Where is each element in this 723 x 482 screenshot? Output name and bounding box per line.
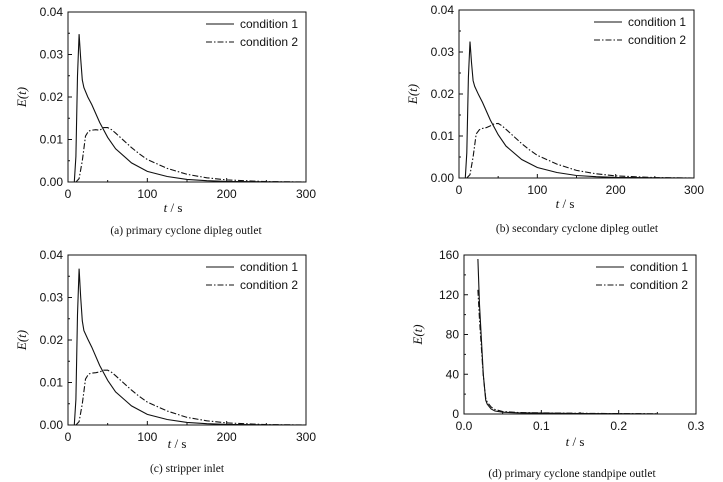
y-tick-label: 0.00 (40, 418, 64, 432)
y-tick-label: 0.02 (40, 333, 64, 347)
y-tick-label: 0.01 (431, 129, 455, 143)
y-tick-label: 0.03 (40, 48, 64, 62)
x-tick-label: 200 (217, 187, 237, 201)
y-tick-label: 40 (446, 367, 460, 381)
x-tick-label: 0 (456, 183, 463, 197)
x-tick-label: 100 (527, 183, 547, 197)
y-tick-label: 120 (439, 288, 459, 302)
legend-label: condition 1 (628, 15, 686, 29)
x-tick-label: 200 (217, 430, 237, 444)
x-axis-label: t / s (566, 434, 585, 449)
x-tick-label: 0.2 (610, 419, 627, 433)
series-line-1 (464, 41, 695, 179)
y-axis-label: E(t) (410, 324, 425, 345)
y-tick-label: 0.00 (431, 171, 455, 185)
legend-label: condition 1 (240, 17, 298, 31)
chart-panel-4: 0.0 0.1 0.2 0.3 0 40 80 120 160 E(t) t / s (d) prim… (410, 248, 705, 480)
y-tick-label: 0.04 (431, 3, 455, 17)
y-tick-label: 160 (439, 248, 459, 262)
panel-caption: (b) secondary cyclone dipleg outlet (496, 223, 659, 235)
series-line-2 (477, 289, 658, 415)
y-tick-label: 0.03 (431, 45, 455, 59)
x-axis-label: t / s (168, 436, 187, 451)
chart-panel-1: 0 100 200 300 0.00 0.01 0.02 0.03 0.04 E(t) t / s (… (14, 5, 316, 237)
y-tick-label: 0.01 (40, 376, 64, 390)
panel-caption: (a) primary cyclone dipleg outlet (110, 225, 262, 237)
series-line-2 (75, 127, 307, 183)
y-tick-label: 0 (452, 407, 459, 421)
y-axis-label: E(t) (14, 87, 29, 108)
panel-caption: (d) primary cyclone standpipe outlet (488, 468, 656, 480)
y-tick-label: 0.01 (40, 133, 64, 147)
x-tick-label: 100 (137, 187, 157, 201)
legend-label: condition 2 (628, 33, 686, 47)
x-tick-label: 300 (684, 183, 704, 197)
x-tick-label: 0.3 (688, 419, 705, 433)
y-axis-label: E(t) (14, 330, 29, 351)
y-tick-label: 0.03 (40, 291, 64, 305)
series-line-1 (73, 34, 307, 183)
series-line-2 (466, 122, 695, 179)
y-tick-label: 0.02 (40, 90, 64, 104)
y-tick-label: 80 (446, 328, 460, 342)
legend-label: condition 2 (240, 35, 298, 49)
x-axis-label: t / s (556, 196, 575, 211)
x-tick-label: 0.1 (533, 419, 550, 433)
chart-panel-3: 0 100 200 300 0.00 0.01 0.02 0.03 0.04 E(t) t / s (… (14, 248, 316, 475)
x-tick-label: 0.0 (456, 419, 473, 433)
panel-caption: (c) stripper inlet (150, 463, 225, 475)
legend-label: condition 1 (630, 260, 688, 274)
y-tick-label: 0.04 (40, 248, 64, 262)
legend-label: condition 1 (240, 260, 298, 274)
y-tick-label: 0.04 (40, 5, 64, 19)
x-tick-label: 300 (296, 187, 316, 201)
y-tick-label: 0.00 (40, 175, 64, 189)
y-axis-label: E(t) (405, 84, 420, 105)
x-tick-label: 200 (606, 183, 626, 197)
x-axis-label: t / s (164, 200, 183, 215)
legend-label: condition 2 (630, 278, 688, 292)
x-tick-label: 0 (65, 187, 72, 201)
chart-panel-2: 0 100 200 300 0.00 0.01 0.02 0.03 0.04 E(t) t / s (… (405, 3, 704, 235)
series-line-2 (75, 369, 307, 426)
x-tick-label: 100 (137, 430, 157, 444)
legend-label: condition 2 (240, 278, 298, 292)
x-tick-label: 300 (296, 430, 316, 444)
x-tick-label: 0 (65, 430, 72, 444)
y-tick-label: 0.02 (431, 87, 455, 101)
series-line-1 (73, 268, 307, 426)
